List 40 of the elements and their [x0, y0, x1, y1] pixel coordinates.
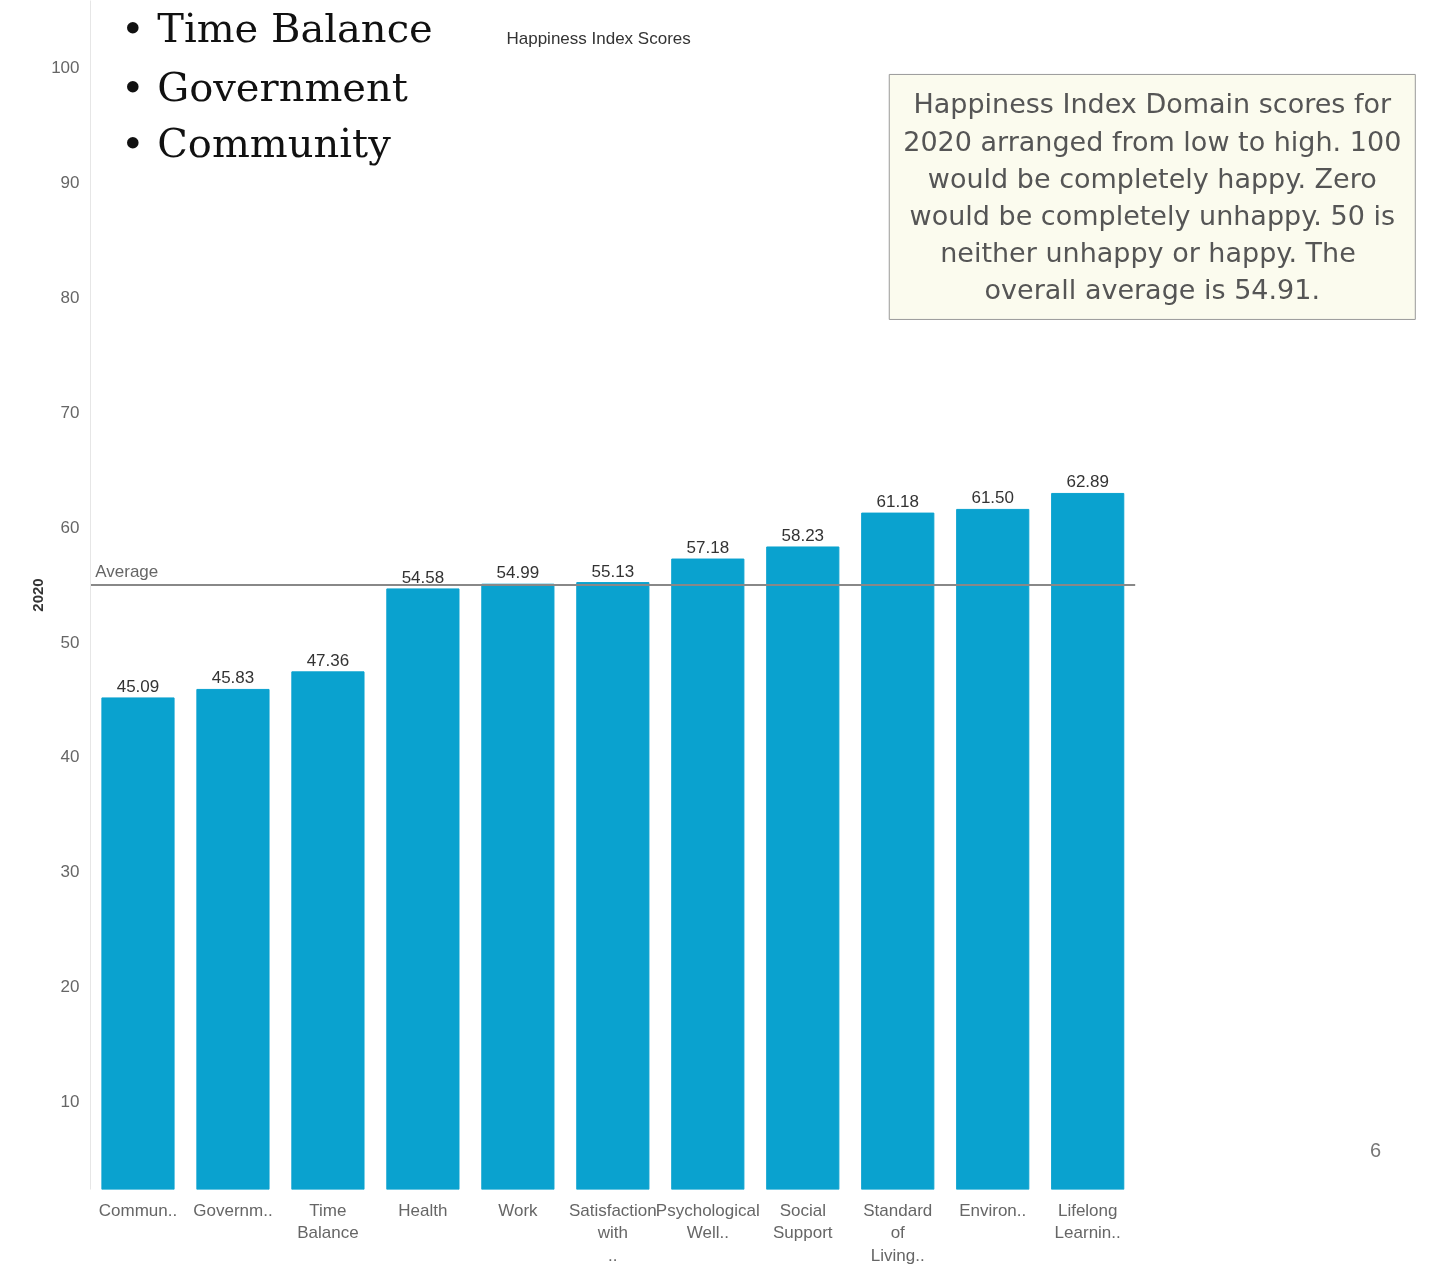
x-tick-label: Time Balance	[297, 1200, 359, 1243]
text: 6	[1369, 1139, 1382, 1162]
data-label: 58.23	[781, 525, 825, 545]
y-tick-label: 80	[60, 287, 80, 307]
x-tick-label: Commun..	[98, 1200, 178, 1220]
data-label: 57.18	[686, 538, 730, 558]
y-tick-label: 30	[60, 862, 80, 882]
data-label: 54.99	[496, 563, 540, 583]
y-tick-label: 90	[60, 173, 80, 193]
y-tick-label: 40	[60, 747, 80, 767]
x-tick-label: Standard of Living..	[863, 1200, 933, 1266]
y-tick-label: 50	[60, 632, 80, 652]
y-tick-label: 10	[60, 1092, 80, 1112]
annotation: • Community	[120, 119, 392, 166]
data-label: 62.89	[1066, 472, 1109, 492]
y-tick-label: 70	[60, 402, 80, 422]
y-tick-label: 60	[60, 517, 80, 537]
ref-line-label: Average	[95, 562, 159, 582]
data-label: 55.13	[591, 561, 635, 581]
data-label: 54.58	[401, 567, 445, 587]
data-label: 47.36	[306, 650, 350, 670]
annotation: • Government	[120, 63, 408, 110]
data-label: 45.09	[116, 676, 160, 696]
y-axis-title: 2020	[29, 578, 47, 612]
annotation: • Time Balance	[120, 5, 433, 52]
x-tick-label: Governm..	[193, 1200, 273, 1220]
y-tick-label: 100	[51, 58, 80, 78]
y-tick-label: 20	[60, 977, 80, 997]
data-label: 45.83	[211, 668, 255, 688]
x-tick-label: Work	[498, 1200, 539, 1220]
x-tick-label: Lifelong Learnin..	[1054, 1200, 1121, 1243]
data-label: 61.18	[876, 492, 920, 512]
text: Happiness Index Scores	[506, 28, 691, 48]
annotation: Happiness Index Domain scores for 2020 arranged from low to high. 100 would be completely happy. Zero would be completely unhappy. 50 is neither unhappy or happy. The overall average is 54.91.	[903, 88, 1402, 306]
x-tick-label: Satisfaction with ..	[568, 1200, 657, 1266]
x-tick-label: Psychological Well..	[655, 1200, 760, 1243]
x-tick-label: Health	[398, 1200, 448, 1220]
data-label: 61.50	[971, 488, 1015, 508]
x-tick-label: Environ..	[959, 1200, 1027, 1220]
x-tick-label: Social Support	[773, 1200, 833, 1243]
